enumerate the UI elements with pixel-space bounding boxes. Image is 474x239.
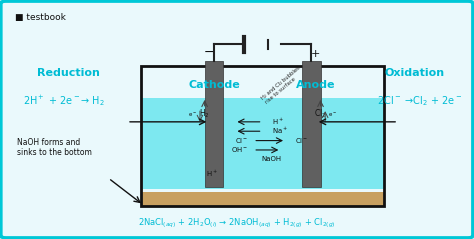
Text: Reduction: Reduction [37, 68, 100, 78]
Text: NaOH forms and
sinks to the bottom: NaOH forms and sinks to the bottom [17, 138, 92, 157]
Text: OH$^-$: OH$^-$ [231, 146, 248, 154]
Text: 2H$^+$ + 2e$^-$→ H$_2$: 2H$^+$ + 2e$^-$→ H$_2$ [23, 93, 105, 108]
Text: Cl$_2$: Cl$_2$ [314, 107, 327, 120]
Text: e$^-$: e$^-$ [328, 111, 337, 119]
Text: Anode: Anode [296, 80, 336, 90]
Bar [141, 65, 384, 206]
Text: Cl$^-$: Cl$^-$ [235, 136, 248, 145]
Text: Cathode: Cathode [188, 80, 240, 90]
Bar [205, 61, 223, 187]
Text: NaOH: NaOH [262, 156, 282, 162]
Text: e$^-$: e$^-$ [189, 111, 198, 119]
Text: H$_2$: H$_2$ [199, 107, 210, 120]
Text: H$^+$: H$^+$ [272, 117, 284, 127]
Text: +: + [311, 49, 320, 59]
Text: H$^+$: H$^+$ [206, 169, 218, 179]
Bar [141, 192, 384, 206]
Text: Oxidation: Oxidation [384, 68, 445, 78]
Bar [141, 98, 384, 189]
Text: H₂ and Cl₂ bubbles
rise to surface: H₂ and Cl₂ bubbles rise to surface [260, 65, 305, 105]
Text: 2Cl$^-$ →Cl$_2$ + 2e$^-$: 2Cl$^-$ →Cl$_2$ + 2e$^-$ [377, 94, 462, 108]
Text: Cl$^-$: Cl$^-$ [295, 136, 309, 145]
Text: 2NaCl$_{(aq)}$ + 2H$_2$O$_{(l)}$ → 2NaOH$_{(aq)}$ + H$_{2(g)}$ + Cl$_{2(g)}$: 2NaCl$_{(aq)}$ + 2H$_2$O$_{(l)}$ → 2NaOH… [138, 217, 336, 230]
Text: Na$^+$: Na$^+$ [272, 126, 288, 136]
Text: −: − [204, 46, 215, 59]
Bar [302, 61, 320, 187]
Text: ■ testbook: ■ testbook [15, 13, 66, 22]
